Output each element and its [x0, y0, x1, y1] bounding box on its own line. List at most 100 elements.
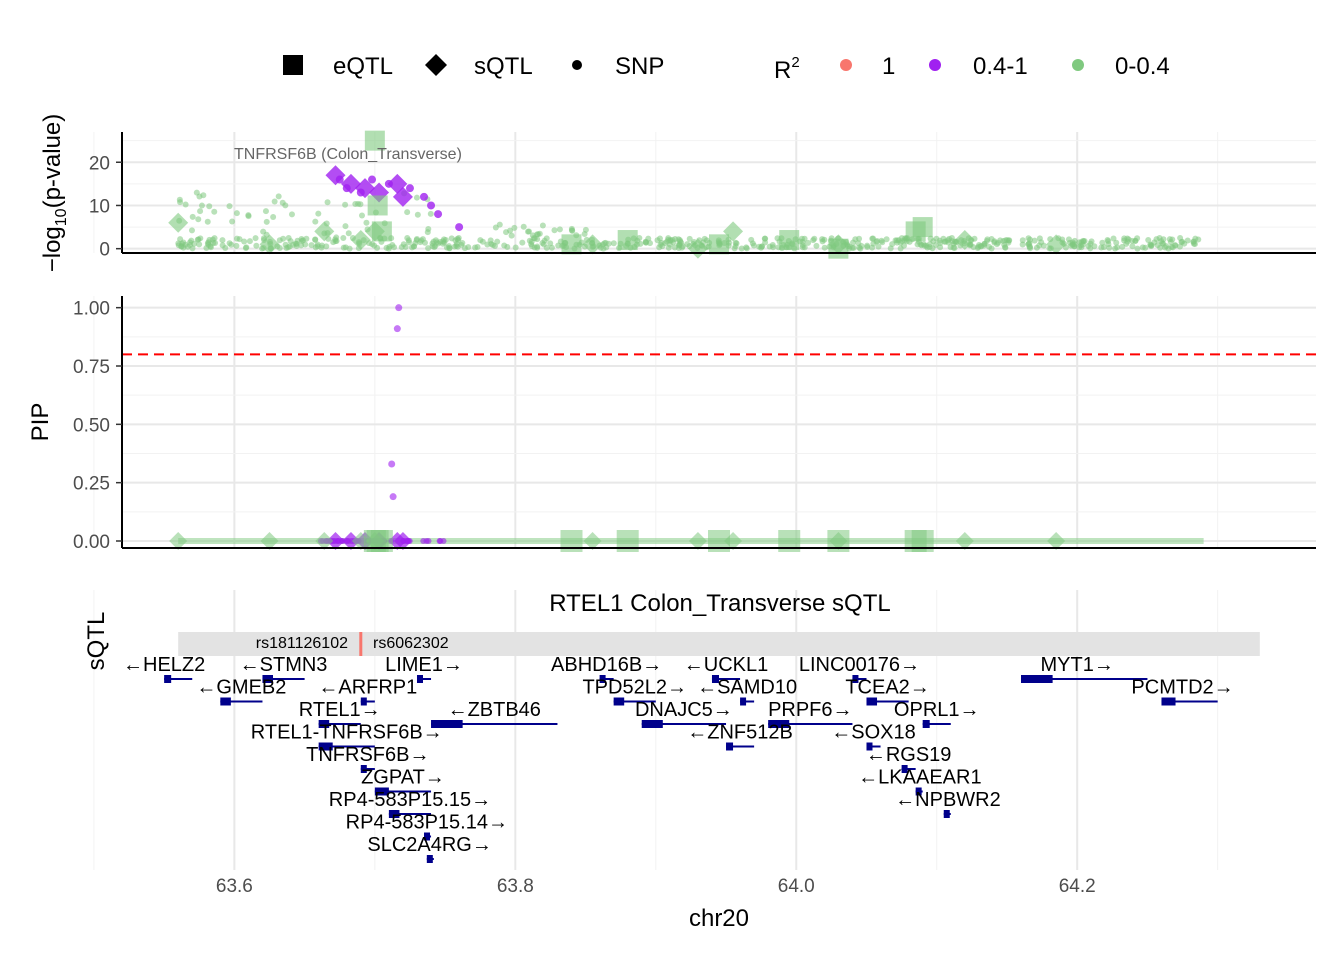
- x-tick-label: 64.2: [1059, 876, 1096, 897]
- gene-exon: [915, 787, 922, 796]
- association-annotation: TNFRSF6B (Colon_Transverse): [234, 146, 462, 163]
- eqtl-point: [371, 221, 392, 242]
- background-snp-point: [1134, 245, 1141, 252]
- background-snp-point: [477, 237, 484, 244]
- background-snp-point: [177, 236, 184, 243]
- legend-eqtl-label: eQTL: [333, 53, 393, 80]
- sqtl-point: [326, 532, 345, 550]
- background-snp-point: [762, 239, 769, 246]
- background-snp-point: [1169, 236, 1176, 243]
- background-snp-point: [605, 240, 612, 247]
- background-snp-point: [487, 237, 494, 244]
- sqtl-point: [955, 532, 974, 550]
- y-tick-label: 1.00: [73, 299, 110, 320]
- background-snp-point: [184, 243, 191, 250]
- legend-eqtl-key: [283, 55, 303, 75]
- background-snp-point: [357, 201, 364, 208]
- background-snp-point: [1033, 244, 1040, 251]
- background-snp-point: [864, 242, 871, 249]
- eqtl-point: [709, 234, 729, 255]
- background-snp-point: [948, 235, 955, 242]
- background-snp-point: [686, 235, 693, 242]
- background-snp-point: [386, 243, 393, 250]
- background-snp-point: [211, 235, 218, 242]
- background-snp-point: [453, 240, 460, 247]
- background-snp-point: [813, 242, 820, 249]
- background-snp-point: [856, 235, 863, 242]
- background-snp-point: [206, 203, 213, 210]
- background-snp-point: [262, 208, 269, 215]
- gene-label: ←ARFRP1: [318, 677, 417, 699]
- eqtl-point: [561, 234, 582, 255]
- eqtl-point: [367, 195, 388, 216]
- background-snp-point: [196, 241, 203, 248]
- gene-exon: [360, 697, 367, 706]
- background-snp-point: [489, 241, 496, 248]
- background-snp-point: [731, 245, 738, 252]
- sqtl-point: [688, 532, 707, 550]
- gene-model: MYT1→: [1021, 654, 1148, 683]
- sqtl-point: [314, 221, 335, 242]
- background-snp-point: [525, 228, 532, 235]
- background-snp-point: [241, 238, 248, 245]
- background-snp-point: [917, 241, 924, 248]
- gene-label: RTEL1→: [299, 699, 381, 721]
- eqtl-point: [778, 530, 801, 552]
- background-snp-point: [374, 244, 381, 251]
- legend-r2-title: R2: [774, 54, 800, 84]
- gene-panel: RTEL1 Colon_Transverse sQTL sQTL rs18112…: [83, 590, 1260, 932]
- background-snp-point: [821, 236, 828, 243]
- background-snp-point: [187, 239, 194, 246]
- gene-model: TPD52L2→: [582, 677, 687, 706]
- background-snp-point: [1192, 235, 1199, 242]
- background-snp-point: [323, 243, 330, 250]
- background-snp-point: [233, 235, 240, 242]
- legend-r2-label-3: 0-0.4: [1115, 53, 1170, 80]
- background-snp-point: [413, 194, 420, 201]
- background-snp-point: [684, 241, 691, 248]
- gene-model: DNAJC5→: [635, 699, 733, 728]
- background-snp-point: [288, 211, 295, 218]
- background-snp-point: [1113, 239, 1120, 246]
- background-snp-point: [324, 199, 331, 206]
- background-snp-point: [512, 244, 519, 251]
- background-snp-point: [975, 243, 982, 250]
- background-snp-point: [732, 239, 739, 246]
- background-snp-point: [275, 193, 282, 200]
- background-snp-point: [189, 213, 196, 220]
- background-snp-point: [850, 244, 857, 251]
- gene-label: TPD52L2→: [582, 677, 687, 699]
- background-snp-point: [547, 240, 554, 247]
- association-y-label-suffix: (p-value): [39, 114, 66, 209]
- gene-model: ←STMN3: [240, 654, 327, 683]
- background-snp-point: [342, 223, 349, 230]
- y-tick-label: 0.00: [73, 532, 110, 553]
- background-snp-point: [271, 198, 278, 205]
- eqtl-point: [779, 230, 800, 251]
- gene-label: OPRL1→: [894, 699, 980, 721]
- gene-model: ←HELZ2: [123, 654, 205, 683]
- gene-label: DNAJC5→: [635, 699, 733, 721]
- gene-exon: [711, 675, 719, 683]
- background-snp-point: [211, 208, 218, 215]
- background-snp-point: [233, 242, 240, 249]
- background-snp-point: [342, 244, 349, 251]
- background-snp-point: [358, 212, 365, 219]
- gene-model: ←NPBWR2: [895, 789, 1001, 818]
- gene-model: ←GMEB2: [196, 677, 286, 706]
- gene-exon: [901, 765, 908, 773]
- gene-label: ←GMEB2: [196, 677, 286, 699]
- x-ticks: 63.6 63.8 64.0 64.2: [216, 876, 1096, 897]
- background-snp-point: [342, 201, 349, 208]
- gene-label: LIME1→: [385, 654, 463, 676]
- background-snp-point: [484, 241, 491, 248]
- background-snp-point: [1176, 243, 1183, 250]
- legend-r2-title-sup: 2: [791, 54, 799, 71]
- gene-label: ←NPBWR2: [895, 789, 1001, 811]
- eqtl-point: [364, 130, 385, 151]
- background-snp-point: [539, 240, 546, 247]
- gene-label: RTEL1-TNFRSF6B→: [251, 722, 443, 744]
- background-snp-point: [219, 242, 226, 249]
- background-snp-point: [293, 240, 300, 247]
- gene-model: RTEL1→: [299, 699, 381, 728]
